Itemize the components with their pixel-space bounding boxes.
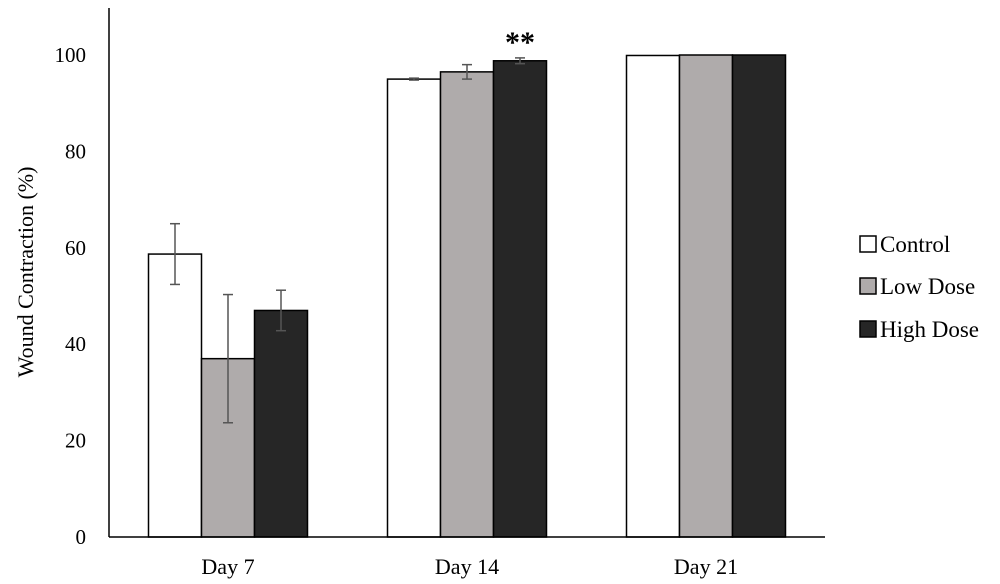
bar [492, 60, 548, 538]
legend-label: Low Dose [880, 274, 975, 299]
x-category-label: Day 14 [435, 554, 499, 579]
x-axis: Day 7 Day 14 Day 21 [109, 536, 825, 579]
bar [731, 54, 787, 538]
y-tick-label: 60 [65, 236, 86, 260]
y-tick-label: 20 [65, 429, 86, 453]
significance-annotation: ** [505, 26, 535, 59]
legend-swatch [859, 277, 877, 295]
bar [147, 253, 203, 538]
x-category-label: Day 21 [674, 554, 738, 579]
legend-label: High Dose [880, 317, 979, 342]
y-tick-label: 80 [65, 139, 86, 163]
x-category-label: Day 7 [201, 554, 254, 579]
y-axis: 0 20 40 60 80 100 [55, 8, 110, 549]
legend-swatch [859, 235, 877, 253]
bars: ** [147, 26, 787, 538]
bar [253, 309, 309, 538]
bar [439, 71, 495, 538]
y-axis-title: Wound Contraction (%) [13, 167, 38, 378]
legend-label: Control [880, 232, 950, 257]
y-tick-label: 40 [65, 332, 86, 356]
y-tick-label: 0 [76, 525, 87, 549]
bar [625, 54, 681, 538]
bar [678, 54, 734, 538]
legend: Control Low Dose High Dose [859, 232, 979, 342]
y-tick-label: 100 [55, 43, 87, 67]
legend-swatch [859, 320, 877, 338]
bar [386, 78, 442, 538]
